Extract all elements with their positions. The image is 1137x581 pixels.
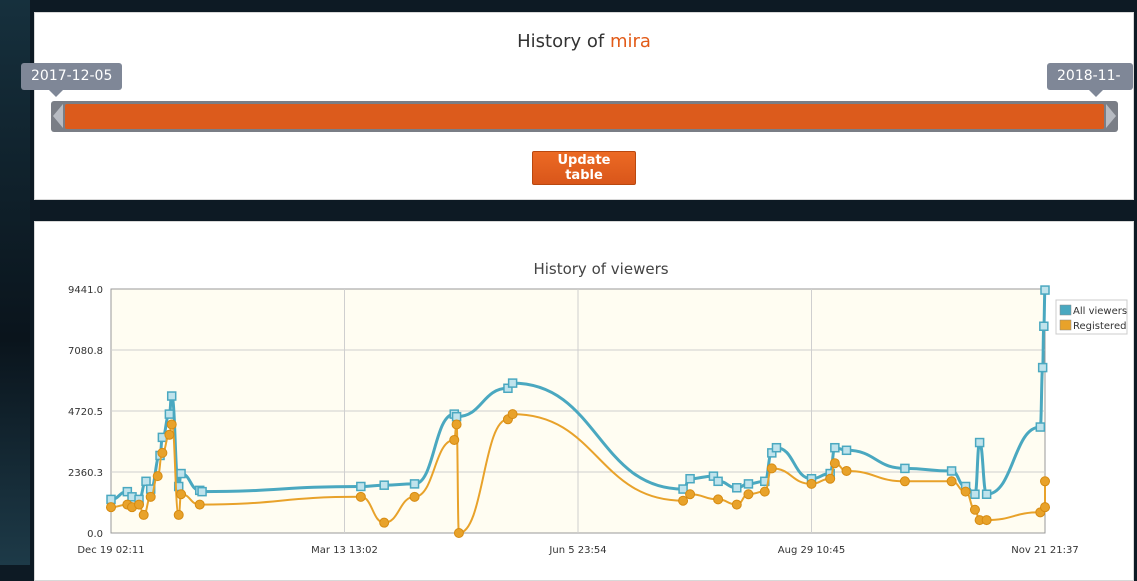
data-point [743,489,754,500]
date-to-tooltip: 2018-11-21 [1047,63,1133,111]
legend-label: All viewers [1073,306,1127,317]
data-point [841,445,852,456]
chart-title: History of viewers [533,260,668,278]
data-point [830,442,840,453]
x-axis: Dec 19 02:11 Mar 13 13:02 Jun 5 23:54 Aug 2… [77,545,1078,556]
legend-label: Registered [1073,321,1126,332]
slider-left-handle-icon[interactable] [53,104,63,128]
data-point [173,509,184,520]
slider-selected-range[interactable] [65,104,1104,129]
data-point [355,491,366,502]
data-point [829,458,840,469]
data-point [946,466,957,476]
y-tick-label: 7080.8 [68,346,103,357]
background-strip [0,0,30,565]
data-point [145,491,156,502]
chart-legend: All viewers Registered [1055,299,1128,335]
data-point [981,489,992,499]
username-link[interactable]: mira [609,31,651,52]
data-point [766,463,777,474]
update-table-button[interactable]: Update table [532,151,636,185]
data-point [713,494,724,505]
data-point [685,489,696,500]
data-point [507,409,518,420]
data-point [409,491,420,502]
data-point [685,473,695,484]
data-point [356,481,366,492]
data-point [138,509,149,520]
data-point [1035,422,1046,432]
x-tick-label: Dec 19 02:11 [77,545,144,556]
x-tick-label: Jun 5 23:54 [548,545,606,556]
data-point [946,476,957,487]
data-point [194,499,205,510]
chart-panel: History of viewers 9441.0 7080.8 4720.5 236… [34,221,1134,581]
data-point [806,478,817,489]
y-axis: 9441.0 7080.8 4720.5 2360.3 0.0 [68,285,103,540]
data-point [141,476,151,487]
data-point [453,528,464,538]
data-point [825,473,836,484]
legend-box [1055,299,1128,335]
data-point [152,471,163,482]
data-point [678,484,688,494]
viewers-chart: History of viewers 9441.0 7080.8 4720.5 236… [68,260,1128,556]
history-panel: History of mira 2017-12-05 2018-11-21 Up… [21,12,1134,200]
data-point [713,476,723,487]
data-point [732,483,742,493]
y-tick-label: 2360.3 [68,468,103,479]
data-point [379,517,390,528]
data-point [176,468,186,479]
data-point [157,447,168,458]
data-point [1040,476,1050,487]
data-point [106,502,116,513]
data-point [1040,285,1050,295]
data-point [1037,362,1048,373]
data-point [678,495,689,506]
data-point [841,465,852,476]
data-point [134,499,145,510]
y-tick-label: 9441.0 [68,285,103,296]
slider-right-handle-icon[interactable] [1106,104,1116,128]
data-point [970,489,980,499]
x-tick-label: Aug 29 10:45 [778,545,845,556]
data-point [164,429,175,440]
legend-swatch [1059,319,1072,331]
data-point [900,463,910,474]
legend-swatch [1059,304,1072,316]
data-point [1039,321,1049,331]
page-title: History of mira [35,31,1133,52]
data-point [759,486,770,497]
data-point [164,409,175,419]
x-tick-label: Mar 13 13:02 [311,545,378,556]
date-range-slider[interactable] [51,101,1118,132]
data-point [981,515,992,526]
data-point [449,434,460,445]
data-point [960,486,971,497]
y-tick-label: 4720.5 [68,407,103,418]
data-point [379,480,389,490]
data-point [166,391,177,401]
y-tick-label: 0.0 [87,529,103,540]
data-point [1040,502,1050,513]
data-point [166,419,177,430]
data-point [731,499,742,510]
data-point [197,486,207,497]
x-tick-label: Nov 21 21:37 [1011,545,1078,556]
data-point [771,442,782,453]
data-point [743,479,754,489]
date-from-tooltip: 2017-12-05 [21,63,123,97]
title-prefix: History of [517,31,610,52]
data-point [974,437,985,448]
series-lines [106,285,1050,538]
data-point [899,476,910,487]
data-point [507,378,518,388]
data-point [451,419,462,430]
data-point [176,489,187,500]
data-point [409,479,420,489]
data-point [969,504,980,515]
